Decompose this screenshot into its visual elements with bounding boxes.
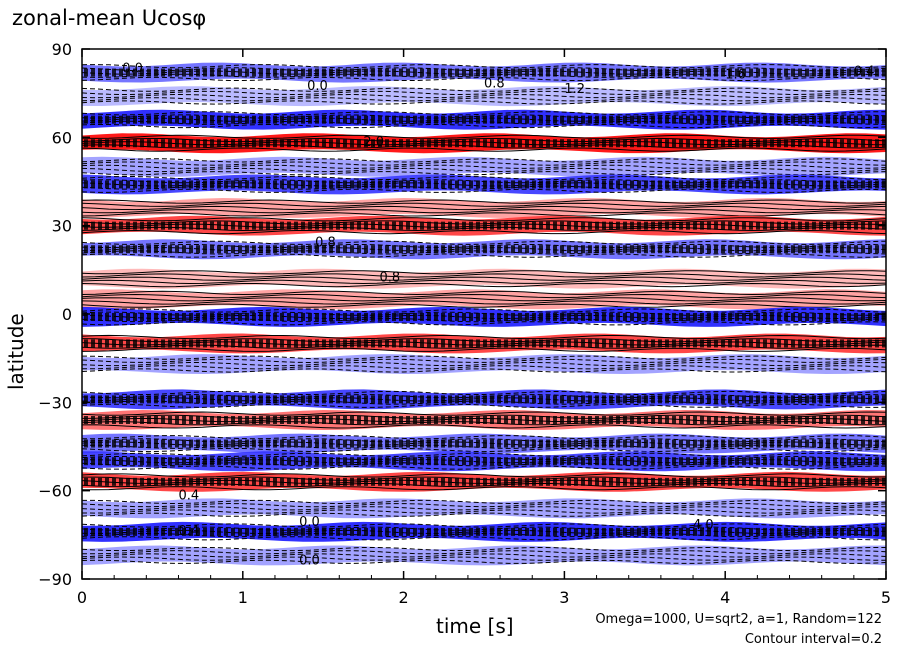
parameter-note: Omega=1000, U=sqrt2, a=1, Random=122 [595,612,882,627]
contour-label: 0.0 [122,62,143,77]
y-tick-label: 0 [62,305,72,324]
contour-label: 1.2 [564,82,585,97]
band-20 [82,521,886,542]
y-tick-label: 30 [52,217,72,236]
band-12 [82,333,886,354]
band-hatch [82,457,886,466]
contour-label: 0.8 [484,76,505,91]
contour-label: 0.4 [854,65,875,80]
band-4 [82,156,886,177]
contour-label: 0.0 [299,515,320,530]
band-17 [82,451,886,472]
band-9 [82,268,886,289]
contour-label: 0.4 [178,489,199,504]
band-hatch [82,312,886,321]
band-19 [82,498,886,519]
band-16 [82,433,886,454]
x-tick-label: 4 [720,588,730,607]
contour-label: 0.4 [178,524,199,539]
axes: 0 1 2 3 4 5 90 60 30 0 −30 −60 −90 [38,40,891,607]
contour-label: 0.0 [299,553,320,568]
band-14 [82,389,886,410]
y-tick-label: −90 [38,570,72,589]
band-hatch [82,477,886,486]
y-tick-label: 90 [52,40,72,59]
band-0 [82,62,886,83]
y-tick-label: 60 [52,128,72,147]
x-tick-label: 0 [77,588,87,607]
band-hatch [82,245,886,254]
x-tick-label: 3 [559,588,569,607]
contour-label: 0.0 [307,79,328,94]
x-tick-label: 5 [881,588,891,607]
band-21 [82,545,886,566]
band-hatch [82,139,886,148]
band-2 [82,109,886,130]
band-3 [82,133,886,154]
contour-label: 1.6 [725,67,746,82]
plot-area: 0.0 0.4 1.6 0.8 1.2 0.0 2.0 0.8 0.8 0.4 0.0 0.4 0.0 4… [82,62,886,568]
y-tick-label: −30 [38,393,72,412]
x-axis-label: time [s] [436,614,514,638]
contour-label: 0.8 [315,235,336,250]
band-hatch [82,221,886,230]
band-11 [82,306,886,327]
contour-label: 0.8 [379,271,400,286]
band-13 [82,354,886,374]
band-1 [82,86,886,107]
band-hatch [82,339,886,348]
contour-interval-note: Contour interval=0.2 [744,632,882,647]
band-hatch [82,395,886,404]
band-8 [82,239,886,260]
contour-label: 2.0 [363,135,384,150]
band-hatch [82,180,886,189]
y-tick-label: −60 [38,482,72,501]
band-hatch [82,416,886,424]
x-tick-label: 1 [238,588,248,607]
band-18 [82,471,886,492]
y-axis-label: latitude [4,313,28,390]
band-hatch [82,115,886,124]
band-hatch [82,527,886,536]
band-10 [82,289,886,310]
band-hatch [82,439,886,448]
band-6 [82,198,886,218]
contour-label: 4.0 [693,518,714,533]
band-7 [82,215,886,236]
band-hatch [82,68,886,77]
chart-title: zonal-mean Ucosφ [12,6,207,30]
band-15 [82,410,886,430]
x-tick-label: 2 [399,588,409,607]
band-5 [82,174,886,195]
